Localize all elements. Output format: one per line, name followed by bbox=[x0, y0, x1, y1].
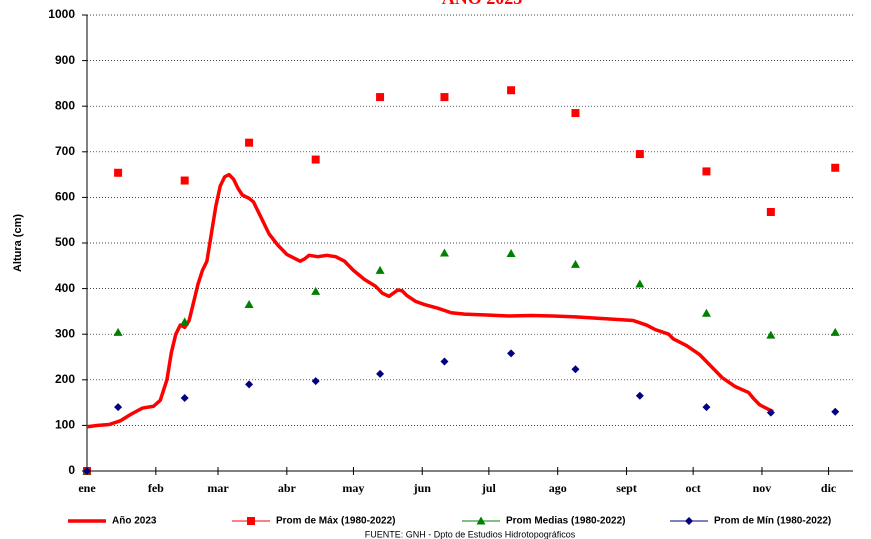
y-tick-label: 0 bbox=[68, 463, 75, 477]
marker-triangle bbox=[113, 327, 123, 336]
marker-diamond bbox=[766, 408, 775, 417]
x-tick-label: mar bbox=[207, 481, 229, 495]
marker-diamond bbox=[376, 369, 385, 378]
marker-square bbox=[180, 176, 189, 185]
y-tick-label: 400 bbox=[55, 281, 75, 295]
marker-diamond bbox=[507, 349, 516, 358]
chart-title: AÑO 2023 bbox=[442, 0, 523, 8]
y-tick-label: 500 bbox=[55, 235, 75, 249]
x-tick-label: oct bbox=[685, 481, 700, 495]
marker-triangle bbox=[244, 300, 254, 309]
marker-diamond bbox=[245, 380, 254, 389]
marker-triangle bbox=[311, 286, 321, 295]
marker-triangle bbox=[766, 330, 776, 339]
marker-diamond bbox=[440, 357, 449, 366]
marker-diamond bbox=[180, 394, 189, 403]
marker-triangle bbox=[570, 259, 580, 268]
marker-triangle bbox=[476, 516, 486, 525]
y-tick-label: 900 bbox=[55, 53, 75, 67]
marker-diamond bbox=[114, 403, 123, 412]
x-tick-label: jul bbox=[481, 481, 497, 495]
x-tick-label: sept bbox=[616, 481, 637, 495]
y-axis-label: Altura (cm) bbox=[12, 214, 24, 272]
legend-label: Prom de Máx (1980-2022) bbox=[276, 516, 396, 527]
marker-square bbox=[507, 86, 516, 95]
x-tick-label: feb bbox=[148, 481, 164, 495]
marker-diamond bbox=[831, 407, 840, 416]
marker-diamond bbox=[311, 377, 320, 386]
marker-square bbox=[571, 109, 580, 118]
marker-square bbox=[247, 517, 255, 525]
x-tick-label: ago bbox=[549, 481, 567, 495]
marker-triangle bbox=[375, 265, 385, 274]
x-tick-label: dic bbox=[821, 481, 837, 495]
y-tick-label: 700 bbox=[55, 144, 75, 158]
marker-diamond bbox=[571, 365, 580, 374]
y-tick-label: 100 bbox=[55, 418, 75, 432]
x-tick-label: abr bbox=[278, 481, 297, 495]
marker-triangle bbox=[439, 248, 449, 257]
legend-label: Prom de Mín (1980-2022) bbox=[714, 516, 831, 527]
marker-triangle bbox=[830, 327, 840, 336]
marker-square bbox=[702, 167, 711, 176]
marker-diamond bbox=[685, 517, 693, 525]
marker-diamond bbox=[635, 391, 644, 400]
marker-triangle bbox=[506, 248, 516, 257]
marker-diamond bbox=[83, 467, 91, 475]
marker-square bbox=[766, 207, 775, 216]
legend-label: Año 2023 bbox=[112, 516, 157, 527]
marker-square bbox=[376, 93, 385, 102]
y-tick-label: 200 bbox=[55, 372, 75, 386]
source-note: FUENTE: GNH - Dpto de Estudios Hidrotopo… bbox=[365, 529, 576, 539]
x-tick-label: ene bbox=[78, 481, 96, 495]
y-tick-label: 600 bbox=[55, 190, 75, 204]
marker-square bbox=[440, 93, 449, 102]
marker-square bbox=[114, 168, 123, 177]
marker-square bbox=[831, 163, 840, 172]
y-tick-label: 800 bbox=[55, 98, 75, 112]
marker-triangle bbox=[180, 317, 190, 326]
y-tick-label: 300 bbox=[55, 326, 75, 340]
legend-label: Prom Medias (1980-2022) bbox=[506, 516, 626, 527]
marker-diamond bbox=[702, 403, 711, 412]
marker-square bbox=[635, 150, 644, 159]
marker-square bbox=[245, 138, 254, 147]
data-line bbox=[86, 172, 774, 429]
y-tick-label: 1000 bbox=[48, 7, 75, 21]
x-tick-label: jun bbox=[413, 481, 432, 495]
x-tick-label: nov bbox=[753, 481, 772, 495]
x-tick-label: may bbox=[342, 481, 364, 495]
marker-square bbox=[311, 155, 320, 164]
marker-triangle bbox=[701, 308, 711, 317]
marker-triangle bbox=[635, 279, 645, 288]
